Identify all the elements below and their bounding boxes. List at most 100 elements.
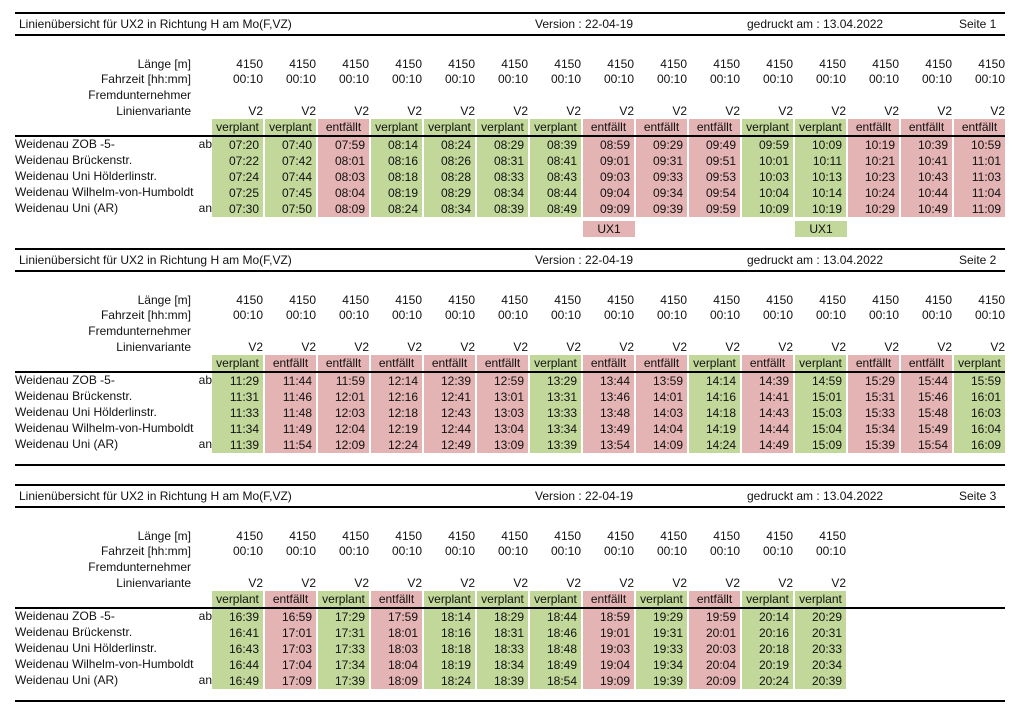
- trip-time-cell: 19:29: [636, 609, 687, 625]
- trip-length: 4150: [236, 57, 263, 71]
- trip-time-cell: 09:03: [583, 169, 634, 185]
- trip-length: 4150: [342, 529, 369, 543]
- trip-length: 4150: [607, 293, 634, 307]
- trip-connection-badge: UX1: [583, 221, 635, 237]
- trip-time-cell: 12:03: [318, 405, 369, 421]
- trip-variant: V2: [937, 340, 952, 354]
- trip-time-cell: 08:31: [477, 153, 528, 169]
- trip-time-cell: 08:39: [530, 137, 581, 153]
- trip-variant: V2: [725, 340, 740, 354]
- trip-status-badge: entfällt: [901, 355, 952, 371]
- trip-time-cell: 07:59: [318, 137, 369, 153]
- trip-time-cell: 13:44: [583, 373, 634, 389]
- stop-ab-an: an: [198, 437, 212, 451]
- trip-time-cell: 20:14: [742, 609, 793, 625]
- stop-name: Weidenau ZOB -5-: [15, 373, 115, 387]
- trip-status-badge: verplant: [477, 119, 528, 135]
- trip-status-badge: verplant: [795, 355, 846, 371]
- row-label-fremd: Fremdunternehmer: [88, 324, 191, 338]
- trip-time-cell: 13:34: [530, 421, 581, 437]
- trip-status-badge: entfällt: [583, 119, 634, 135]
- trip-variant: V2: [301, 576, 316, 590]
- trip-time-cell: 08:09: [318, 201, 369, 217]
- trip-time-cell: 16:43: [212, 641, 263, 657]
- row-label-linienvariante: Linienvariante: [116, 340, 191, 354]
- trip-variant: V2: [354, 576, 369, 590]
- trip-time-cell: 18:31: [477, 625, 528, 641]
- trip-time-cell: 08:24: [424, 137, 475, 153]
- trip-duration: 00:10: [709, 308, 740, 322]
- stop-ab-an: ab: [198, 137, 212, 151]
- trip-time-cell: 09:49: [689, 137, 740, 153]
- trip-time-cell: 18:19: [424, 657, 475, 673]
- trip-time-cell: 12:01: [318, 389, 369, 405]
- trip-time-cell: 16:01: [954, 389, 1005, 405]
- stop-name: Weidenau Uni Hölderlinstr.: [15, 405, 157, 419]
- trip-time-cell: 11:09: [954, 201, 1005, 217]
- stop-name: Weidenau Uni Hölderlinstr.: [15, 169, 157, 183]
- trip-length: 4150: [501, 57, 528, 71]
- trip-length: 4150: [236, 293, 263, 307]
- trip-length: 4150: [236, 529, 263, 543]
- trip-time-cell: 08:03: [318, 169, 369, 185]
- trip-time-cell: 08:41: [530, 153, 581, 169]
- row-label-fahrzeit: Fahrzeit [hh:mm]: [100, 308, 191, 322]
- trip-time-cell: 18:54: [530, 673, 581, 689]
- trip-time-cell: 13:39: [530, 437, 581, 453]
- trip-time-cell: 10:21: [848, 153, 899, 169]
- trip-time-cell: 11:33: [212, 405, 263, 421]
- trip-length: 4150: [872, 57, 899, 71]
- trip-time-cell: 15:09: [795, 437, 846, 453]
- trip-status-badge: verplant: [424, 119, 475, 135]
- trip-time-cell: 15:34: [848, 421, 899, 437]
- trip-time-cell: 17:59: [371, 609, 422, 625]
- trip-time-cell: 13:31: [530, 389, 581, 405]
- trip-time-cell: 10:29: [848, 201, 899, 217]
- trip-time-cell: 20:04: [689, 657, 740, 673]
- trip-variant: V2: [248, 340, 263, 354]
- trip-time-cell: 18:09: [371, 673, 422, 689]
- trip-time-cell: 12:16: [371, 389, 422, 405]
- trip-time-cell: 20:39: [795, 673, 846, 689]
- page-header: Linienübersicht für UX2 in Richtung H am…: [15, 248, 1005, 272]
- stop-name: Weidenau Uni (AR): [15, 437, 119, 451]
- trip-length: 4150: [607, 529, 634, 543]
- trip-time-cell: 20:33: [795, 641, 846, 657]
- trip-time-cell: 10:44: [901, 185, 952, 201]
- trip-time-cell: 14:43: [742, 405, 793, 421]
- trip-time-cell: 07:22: [212, 153, 263, 169]
- trip-time-cell: 13:04: [477, 421, 528, 437]
- stop-ab-an: an: [198, 673, 212, 687]
- trip-time-cell: 08:26: [424, 153, 475, 169]
- trip-variant: V2: [301, 104, 316, 118]
- trip-length: 4150: [501, 529, 528, 543]
- trip-time-cell: 11:29: [212, 373, 263, 389]
- header-version: Version : 22-04-19: [535, 489, 634, 503]
- trip-status-badge: verplant: [530, 591, 581, 607]
- trip-status-badge: verplant: [742, 119, 793, 135]
- trip-time-cell: 10:49: [901, 201, 952, 217]
- trip-time-cell: 15:49: [901, 421, 952, 437]
- trip-time-cell: 07:30: [212, 201, 263, 217]
- trip-length: 4150: [448, 293, 475, 307]
- trip-duration: 00:10: [762, 544, 793, 558]
- trip-status-badge: entfällt: [477, 355, 528, 371]
- trip-length: 4150: [554, 529, 581, 543]
- trip-time-cell: 20:31: [795, 625, 846, 641]
- trip-status-badge: verplant: [318, 591, 369, 607]
- trip-length: 4150: [342, 293, 369, 307]
- trip-time-cell: 12:18: [371, 405, 422, 421]
- trip-time-cell: 16:44: [212, 657, 263, 673]
- trip-duration: 00:10: [338, 72, 369, 86]
- trip-time-cell: 11:49: [265, 421, 316, 437]
- trip-time-cell: 10:04: [742, 185, 793, 201]
- trip-time-cell: 15:48: [901, 405, 952, 421]
- trip-time-cell: 13:09: [477, 437, 528, 453]
- header-version: Version : 22-04-19: [535, 253, 634, 267]
- trip-time-cell: 08:34: [424, 201, 475, 217]
- trip-time-cell: 07:50: [265, 201, 316, 217]
- trip-time-cell: 11:34: [212, 421, 263, 437]
- trip-time-cell: 15:01: [795, 389, 846, 405]
- trip-time-cell: 15:46: [901, 389, 952, 405]
- trip-length: 4150: [395, 293, 422, 307]
